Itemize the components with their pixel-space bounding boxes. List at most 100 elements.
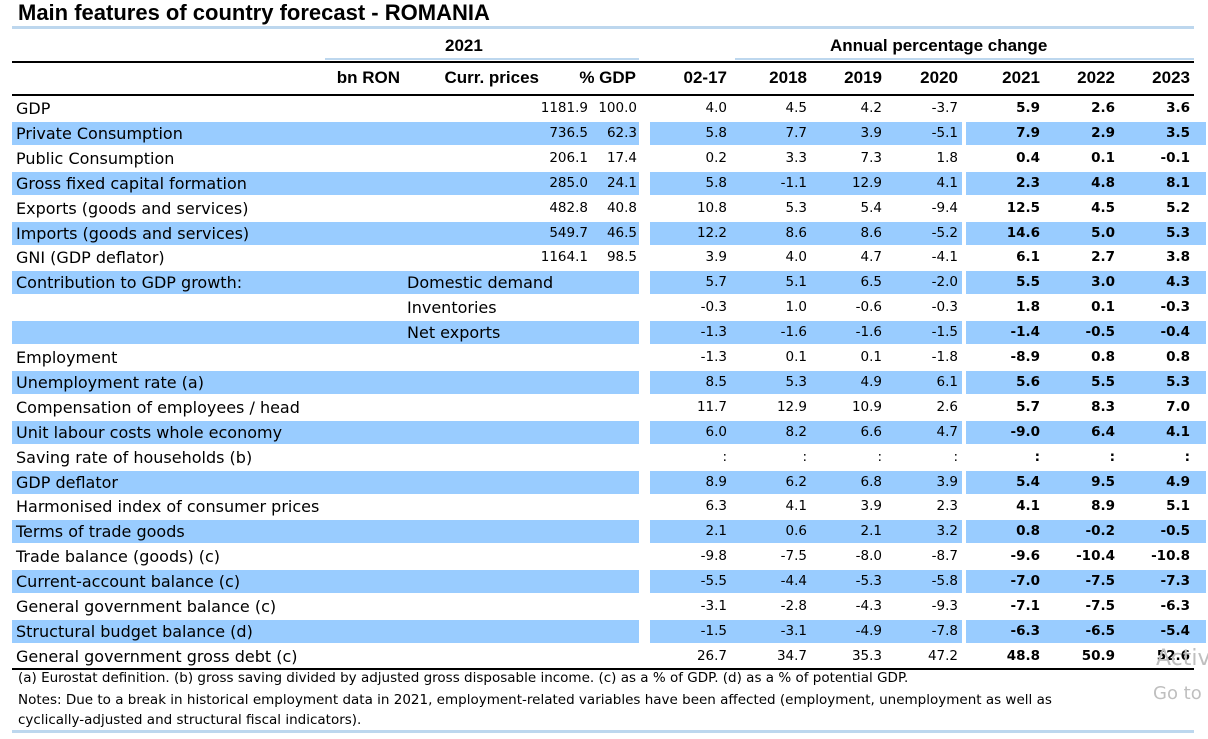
footnote-rule	[12, 730, 1194, 733]
row-shading	[12, 271, 639, 295]
cell-forecast: 3.8	[1166, 249, 1190, 266]
cell-pct-gdp: 40.8	[606, 199, 637, 216]
row-label: GDP	[16, 99, 51, 118]
cell-forecast: -0.5	[1160, 523, 1190, 540]
cell-value: -9.4	[931, 199, 958, 216]
cell-forecast: -7.0	[1010, 573, 1040, 590]
cell-value: 1.0	[785, 299, 807, 316]
group-header-annual-change: Annual percentage change	[830, 36, 1048, 55]
cell-pct-gdp: 100.0	[598, 100, 637, 116]
table-row: Inventories -0.3 1.0 -0.6 -0.3 1.8 0.1 -0.3	[12, 295, 1194, 319]
cell-value: 2.1	[860, 523, 882, 540]
cell-value: 5.3	[785, 199, 807, 216]
cell-forecast: :	[1109, 448, 1115, 465]
cell-value: 4.1	[936, 174, 958, 191]
cell-pct-gdp: 62.3	[606, 124, 637, 141]
cell-value: -8.7	[931, 548, 958, 565]
table-row: Trade balance (goods) (c) -9.8 -7.5 -8.0 -8.…	[12, 544, 1194, 568]
watermark-goto: Go to	[1153, 683, 1202, 704]
row-shading	[650, 321, 739, 345]
cell-value: 7.3	[860, 149, 882, 166]
row-shading	[12, 321, 639, 345]
cell-value: -1.5	[931, 324, 958, 341]
row-shading	[966, 619, 1206, 643]
cell-forecast: -10.4	[1076, 548, 1115, 565]
cell-forecast: :	[1034, 448, 1040, 465]
cell-value: 0.6	[785, 523, 807, 540]
row-shading	[650, 420, 739, 444]
table-row: General government gross debt (c) 26.7 34.…	[12, 644, 1194, 668]
cell-value: 3.2	[936, 523, 958, 540]
row-shading	[736, 420, 962, 444]
col-header-2018: 2018	[769, 68, 807, 87]
cell-value: 3.9	[936, 473, 958, 490]
cell-forecast: 0.8	[1166, 349, 1190, 365]
cell-value: 1.8	[936, 149, 958, 166]
row-shading	[966, 171, 1206, 195]
row-label: Structural budget balance (d)	[16, 621, 253, 641]
table-row: GDP 1181.9 100.0 4.0 4.5 4.2 -3.7 5.9 2.6 3.6	[12, 96, 1194, 120]
cell-forecast: 5.0	[1091, 224, 1115, 241]
cell-value: 12.9	[776, 398, 807, 415]
cell-forecast: 12.5	[1006, 199, 1040, 216]
cell-value: 34.7	[776, 647, 807, 664]
cell-value: 4.0	[785, 249, 807, 266]
header-bottom-rule	[12, 94, 1194, 96]
cell-forecast: 3.5	[1166, 124, 1190, 141]
cell-value: 2.3	[936, 498, 958, 515]
cell-curr-prices: 1181.9	[540, 100, 588, 116]
row-label: Saving rate of households (b)	[16, 447, 253, 467]
cell-value: 6.5	[860, 274, 882, 291]
table-row: Terms of trade goods 2.1 0.6 2.1 3.2 0.8 -0.2 -…	[12, 519, 1206, 544]
table-row: Unit labour costs whole economy 6.0 8.2 6.6…	[12, 420, 1206, 444]
cell-value: 0.1	[785, 349, 807, 365]
cell-forecast: -7.3	[1160, 573, 1190, 590]
cell-value: 10.8	[696, 199, 727, 216]
table-row: Compensation of employees / head 11.7 12.9…	[12, 395, 1194, 419]
cell-forecast: 9.5	[1091, 473, 1115, 490]
cell-forecast: -9.0	[1010, 423, 1040, 440]
cell-value: 47.2	[927, 647, 958, 664]
row-shading	[966, 420, 1206, 444]
footnote-notes-continued: cyclically-adjusted and structural fisca…	[18, 712, 362, 728]
row-shading	[736, 470, 962, 494]
cell-value: -7.8	[931, 622, 958, 639]
cell-forecast: 6.4	[1091, 423, 1115, 440]
cell-value: 3.9	[860, 498, 882, 515]
row-label: General government gross debt (c)	[16, 646, 298, 666]
cell-value: :	[877, 448, 882, 465]
row-label: Employment	[16, 348, 118, 367]
cell-value: 7.7	[785, 124, 807, 141]
row-shading	[650, 570, 739, 594]
row-shading	[736, 619, 962, 643]
row-shading	[736, 321, 962, 345]
cell-value: -9.3	[931, 598, 958, 614]
cell-value: 0.2	[705, 149, 727, 166]
cell-value: 4.9	[860, 373, 882, 390]
row-label: GNI (GDP deflator)	[16, 248, 165, 268]
table-row: Current-account balance (c) -5.5 -4.4 -5.3 -…	[12, 569, 1206, 594]
cell-forecast: 5.5	[1016, 274, 1040, 291]
row-sublabel: Net exports	[407, 323, 501, 343]
cell-forecast: 48.8	[1006, 647, 1040, 664]
cell-value: :	[953, 448, 958, 465]
cell-value: 6.0	[705, 423, 727, 440]
cell-value: 8.9	[705, 473, 727, 490]
cell-forecast: -6.3	[1010, 622, 1040, 639]
cell-value: 0.1	[860, 349, 882, 365]
cell-value: 8.6	[785, 224, 807, 241]
cell-value: -1.6	[855, 324, 882, 341]
row-shading	[736, 171, 962, 195]
cell-forecast: -1.4	[1010, 324, 1040, 341]
row-shading	[650, 520, 739, 544]
table-row: Structural budget balance (d) -1.5 -3.1 -4.…	[12, 619, 1206, 643]
cell-value: 12.9	[851, 174, 882, 191]
row-shading	[966, 370, 1206, 394]
group-rule-left	[325, 58, 639, 60]
cell-forecast: 50.9	[1081, 647, 1115, 664]
row-shading	[966, 470, 1206, 494]
cell-forecast: 3.6	[1166, 100, 1190, 116]
cell-value: 3.3	[785, 149, 807, 166]
cell-value: -4.9	[855, 622, 882, 639]
cell-forecast: 8.9	[1091, 498, 1115, 515]
